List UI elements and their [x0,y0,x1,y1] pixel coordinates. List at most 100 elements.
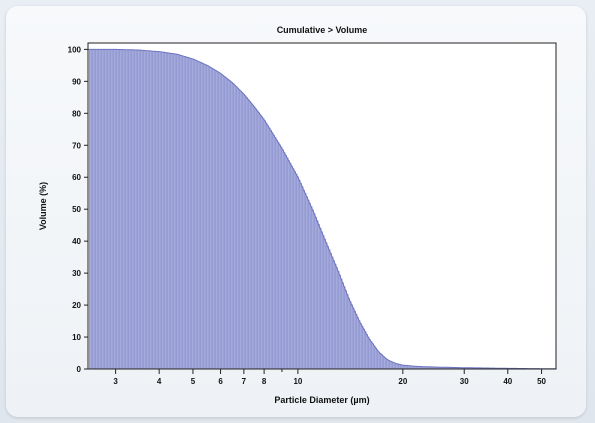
series-outline [88,48,556,370]
bar [130,49,133,370]
bar [97,49,100,370]
bar [379,352,382,370]
bar [361,325,364,370]
bar [160,51,163,370]
bar [187,57,190,370]
bar [376,349,379,370]
bar [310,206,313,370]
bar [318,224,321,370]
bar [184,56,187,370]
bar [117,49,120,370]
bar [271,132,274,370]
bar [225,77,228,370]
bar [172,53,175,370]
y-tick-label: 50 [72,205,81,214]
bar [369,339,372,370]
bar [321,231,324,370]
bar [232,83,235,370]
bar [244,95,247,370]
bar [277,141,280,370]
bar [343,286,346,370]
bar [220,73,223,370]
bar [123,49,126,370]
bar [114,49,117,370]
bar [388,360,391,370]
bar [381,354,384,370]
chart-title: Cumulative > Volume [277,25,368,35]
y-axis-label: Volume (%) [38,182,48,230]
bar [88,49,91,370]
bar [349,301,352,370]
bar [283,152,286,370]
bar [282,149,285,370]
bar [306,196,309,370]
bar [267,125,270,370]
bar [121,49,124,370]
x-tick-label: 8 [262,377,267,386]
bar [375,347,378,370]
bar [247,99,250,370]
bar [231,81,234,370]
bar [279,144,282,370]
bar [354,310,357,370]
bar [201,62,204,370]
x-tick-label: 20 [398,377,407,386]
bar [91,49,94,370]
bar [289,162,292,370]
bar [120,49,123,370]
bar [312,209,315,370]
bar [226,78,229,370]
bar [319,227,322,370]
bar [241,92,244,370]
bar [196,60,199,370]
bar [280,146,283,370]
bar [355,313,358,370]
bar [102,49,105,370]
bar [330,252,333,370]
bar [151,50,154,370]
bar [304,192,307,370]
bar [153,51,156,370]
bar [324,238,327,370]
bar [157,51,160,370]
bar [217,71,220,370]
bar [307,199,310,370]
bar [202,63,205,370]
bar [139,49,142,370]
bar [340,278,343,370]
bar [309,202,312,370]
x-axis-label: Particle Diameter (µm) [274,395,369,405]
bar [96,49,99,370]
bar [322,234,325,370]
bar [192,58,195,370]
bar [94,49,97,370]
bar [208,66,211,370]
y-axis: 0 10 20 30 40 50 60 70 80 90 100 [68,45,88,374]
bar [255,108,258,370]
bar [250,102,253,370]
bar [142,50,145,370]
bar [181,55,184,370]
y-tick-label: 40 [72,237,81,246]
y-tick-label: 0 [77,365,82,374]
y-tick-label: 90 [72,77,81,86]
bar [387,359,390,370]
bar [127,49,130,370]
bar [352,307,355,370]
bar [259,114,262,370]
x-tick-label: 6 [218,377,223,386]
bar [286,157,289,370]
bar [90,49,93,370]
bar [246,97,249,370]
bar [297,176,300,370]
bar [325,242,328,370]
bar [163,52,166,370]
x-tick-label: 10 [293,377,302,386]
bar [328,249,331,370]
x-tick-label: 30 [460,377,469,386]
bar [126,49,129,370]
bar [240,90,243,370]
bar [256,110,259,370]
y-tick-label: 60 [72,173,81,182]
